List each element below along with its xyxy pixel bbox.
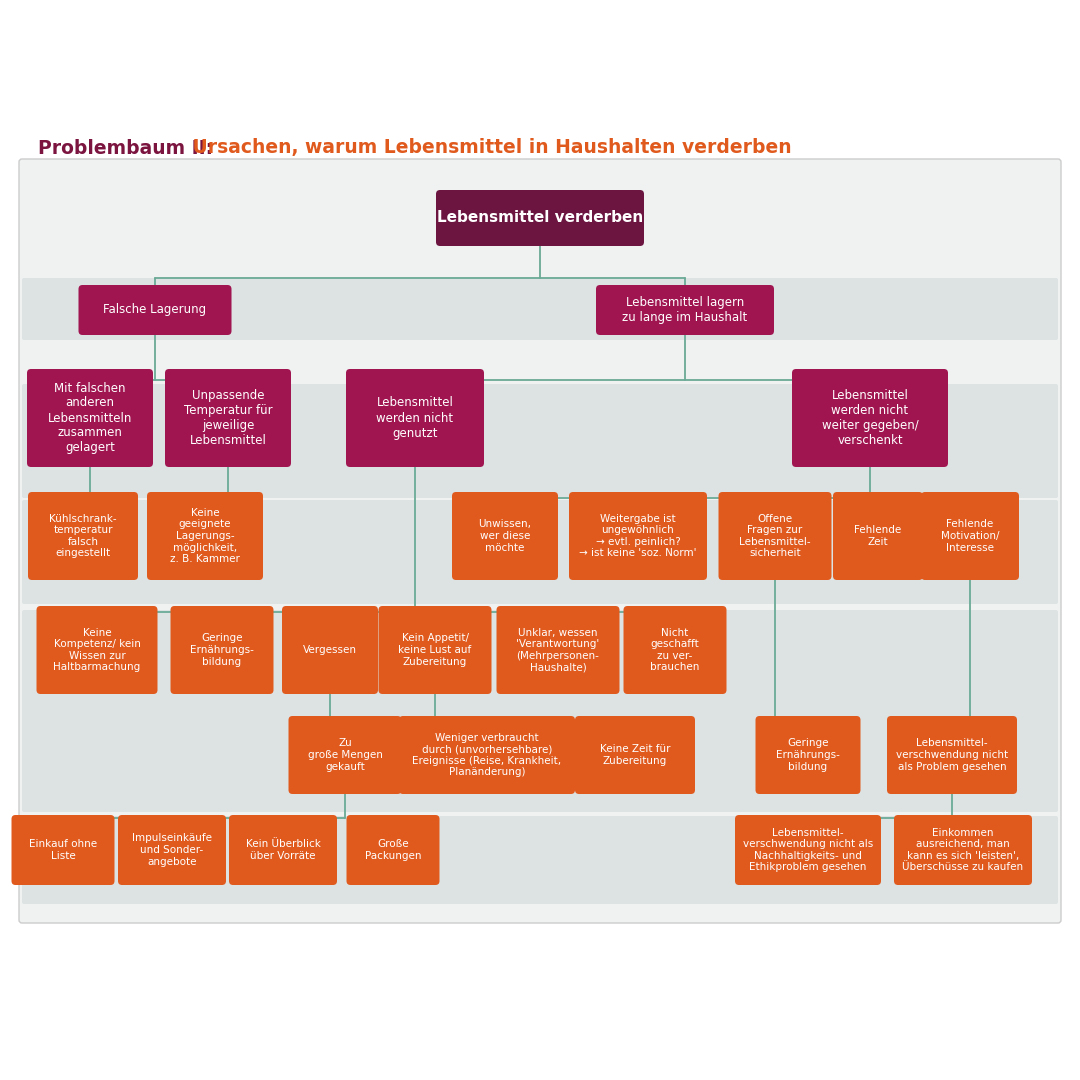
Text: Kühlschrank-
temperatur
falsch
eingestellt: Kühlschrank- temperatur falsch eingestel… bbox=[50, 514, 117, 558]
Text: Geringe
Ernährungs-
bildung: Geringe Ernährungs- bildung bbox=[190, 633, 254, 666]
FancyBboxPatch shape bbox=[378, 606, 491, 694]
FancyBboxPatch shape bbox=[756, 716, 861, 794]
FancyBboxPatch shape bbox=[346, 369, 484, 467]
Text: Unklar, wessen
'Verantwortung'
(Mehrpersonen-
Haushalte): Unklar, wessen 'Verantwortung' (Mehrpers… bbox=[516, 627, 599, 673]
FancyBboxPatch shape bbox=[19, 159, 1061, 923]
FancyBboxPatch shape bbox=[833, 492, 923, 580]
FancyBboxPatch shape bbox=[79, 285, 231, 335]
FancyBboxPatch shape bbox=[569, 492, 707, 580]
FancyBboxPatch shape bbox=[28, 492, 138, 580]
Text: Fehlende
Zeit: Fehlende Zeit bbox=[854, 525, 902, 546]
FancyBboxPatch shape bbox=[165, 369, 291, 467]
FancyBboxPatch shape bbox=[22, 720, 1058, 812]
FancyBboxPatch shape bbox=[623, 606, 727, 694]
FancyBboxPatch shape bbox=[921, 492, 1020, 580]
FancyBboxPatch shape bbox=[22, 816, 1058, 904]
Text: Lebensmittel lagern
zu lange im Haushalt: Lebensmittel lagern zu lange im Haushalt bbox=[622, 296, 747, 324]
FancyBboxPatch shape bbox=[735, 815, 881, 885]
Text: Lebensmittel
werden nicht
genutzt: Lebensmittel werden nicht genutzt bbox=[377, 396, 454, 440]
FancyBboxPatch shape bbox=[575, 716, 696, 794]
FancyBboxPatch shape bbox=[887, 716, 1017, 794]
Text: Lebensmittel
werden nicht
weiter gegeben/
verschenkt: Lebensmittel werden nicht weiter gegeben… bbox=[822, 389, 918, 447]
Text: Offene
Fragen zur
Lebensmittel-
sicherheit: Offene Fragen zur Lebensmittel- sicherhe… bbox=[739, 514, 811, 558]
FancyBboxPatch shape bbox=[497, 606, 620, 694]
Text: Weniger verbraucht
durch (unvorhersehbare)
Ereignisse (Reise, Krankheit,
Planänd: Weniger verbraucht durch (unvorhersehbar… bbox=[413, 732, 562, 778]
FancyBboxPatch shape bbox=[229, 815, 337, 885]
FancyBboxPatch shape bbox=[718, 492, 832, 580]
FancyBboxPatch shape bbox=[792, 369, 948, 467]
FancyBboxPatch shape bbox=[288, 716, 402, 794]
FancyBboxPatch shape bbox=[894, 815, 1032, 885]
FancyBboxPatch shape bbox=[596, 285, 774, 335]
Text: Mit falschen
anderen
Lebensmitteln
zusammen
gelagert: Mit falschen anderen Lebensmitteln zusam… bbox=[48, 381, 132, 455]
Text: Kein Appetit/
keine Lust auf
Zubereitung: Kein Appetit/ keine Lust auf Zubereitung bbox=[399, 633, 472, 666]
FancyBboxPatch shape bbox=[22, 610, 1058, 723]
Text: Nicht
geschafft
zu ver-
brauchen: Nicht geschafft zu ver- brauchen bbox=[650, 627, 700, 673]
FancyBboxPatch shape bbox=[147, 492, 264, 580]
FancyBboxPatch shape bbox=[282, 606, 378, 694]
Text: Problembaum II:: Problembaum II: bbox=[38, 138, 213, 158]
Text: Keine
geeignete
Lagerungs-
möglichkeit,
z. B. Kammer: Keine geeignete Lagerungs- möglichkeit, … bbox=[170, 508, 240, 564]
Text: Einkauf ohne
Liste: Einkauf ohne Liste bbox=[29, 839, 97, 861]
Text: Keine Zeit für
Zubereitung: Keine Zeit für Zubereitung bbox=[599, 744, 671, 766]
Text: Falsche Lagerung: Falsche Lagerung bbox=[104, 303, 206, 316]
FancyBboxPatch shape bbox=[171, 606, 273, 694]
Text: Einkommen
ausreichend, man
kann es sich 'leisten',
Überschüsse zu kaufen: Einkommen ausreichend, man kann es sich … bbox=[903, 827, 1024, 873]
Text: Unwissen,
wer diese
möchte: Unwissen, wer diese möchte bbox=[478, 519, 531, 553]
Text: Impulseinkäufe
und Sonder-
angebote: Impulseinkäufe und Sonder- angebote bbox=[132, 834, 212, 866]
FancyBboxPatch shape bbox=[22, 500, 1058, 604]
FancyBboxPatch shape bbox=[22, 384, 1058, 498]
FancyBboxPatch shape bbox=[22, 278, 1058, 340]
Text: Weitergabe ist
ungewöhnlich
→ evtl. peinlich?
→ ist keine 'soz. Norm': Weitergabe ist ungewöhnlich → evtl. pein… bbox=[579, 514, 697, 558]
Text: Geringe
Ernährungs-
bildung: Geringe Ernährungs- bildung bbox=[777, 739, 840, 771]
Text: Fehlende
Motivation/
Interesse: Fehlende Motivation/ Interesse bbox=[941, 519, 999, 553]
Text: Vergessen: Vergessen bbox=[303, 645, 357, 654]
Text: Kein Überblick
über Vorräte: Kein Überblick über Vorräte bbox=[245, 839, 321, 861]
Text: Zu
große Mengen
gekauft: Zu große Mengen gekauft bbox=[308, 739, 382, 771]
FancyBboxPatch shape bbox=[118, 815, 226, 885]
Text: Lebensmittel verderben: Lebensmittel verderben bbox=[437, 211, 643, 226]
Text: Ursachen, warum Lebensmittel in Haushalten verderben: Ursachen, warum Lebensmittel in Haushalt… bbox=[186, 138, 792, 158]
FancyBboxPatch shape bbox=[37, 606, 158, 694]
FancyBboxPatch shape bbox=[399, 716, 575, 794]
Text: Lebensmittel-
verschwendung nicht
als Problem gesehen: Lebensmittel- verschwendung nicht als Pr… bbox=[896, 739, 1008, 771]
FancyBboxPatch shape bbox=[436, 190, 644, 246]
Text: Lebensmittel-
verschwendung nicht als
Nachhaltigkeits- und
Ethikproblem gesehen: Lebensmittel- verschwendung nicht als Na… bbox=[743, 827, 873, 873]
Text: Große
Packungen: Große Packungen bbox=[365, 839, 421, 861]
Text: Keine
Kompetenz/ kein
Wissen zur
Haltbarmachung: Keine Kompetenz/ kein Wissen zur Haltbar… bbox=[53, 627, 140, 673]
FancyBboxPatch shape bbox=[347, 815, 440, 885]
FancyBboxPatch shape bbox=[453, 492, 558, 580]
Text: Unpassende
Temperatur für
jeweilige
Lebensmittel: Unpassende Temperatur für jeweilige Lebe… bbox=[184, 389, 272, 447]
FancyBboxPatch shape bbox=[12, 815, 114, 885]
FancyBboxPatch shape bbox=[27, 369, 153, 467]
